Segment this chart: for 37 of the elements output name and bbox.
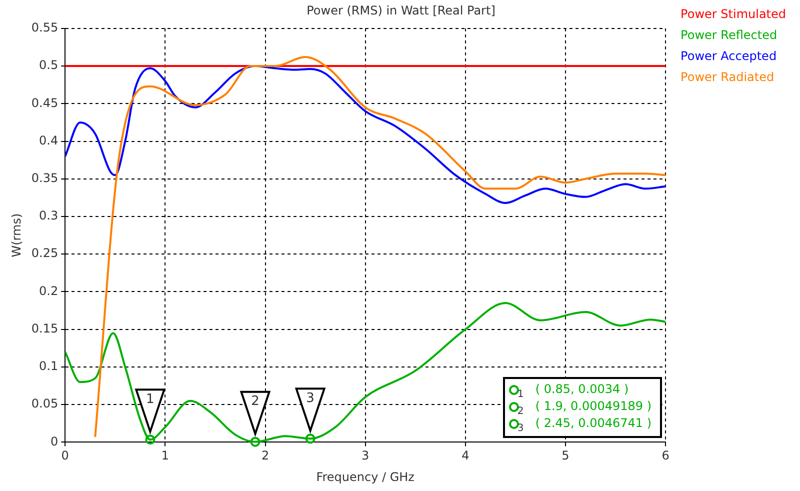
text: 1	[517, 389, 524, 400]
chart-title: Power (RMS) in Watt [Real Part]	[306, 3, 496, 18]
text: Power Radiated	[680, 70, 774, 84]
y-tick-label: 0.1	[39, 359, 58, 374]
text: Power Reflected	[680, 28, 778, 42]
annotation: 3	[306, 391, 314, 406]
annotation: ( 2.45, 0.0046741 )	[535, 416, 652, 430]
text: 2	[517, 406, 524, 418]
text: 3	[517, 423, 524, 434]
x-tick-label: 2	[261, 448, 270, 463]
annotation: 1	[146, 392, 154, 408]
x-tick-label: 1	[161, 448, 170, 463]
text: Power Stimulated	[680, 7, 786, 22]
x-axis-title: Frequency / GHz	[316, 470, 414, 484]
x-tick-label: 5	[562, 448, 570, 463]
y-tick-label: 0.2	[39, 284, 58, 298]
y-tick-label: 0.55	[31, 20, 58, 35]
y-tick-label: 0.4	[39, 133, 58, 148]
line-series	[94, 56, 666, 438]
y-tick-label: 0.3	[39, 208, 58, 223]
y-tick-label: 0.45	[31, 96, 58, 110]
y-tick-label: 0.15	[31, 321, 58, 336]
annotation: ( 0.85, 0.0034 )	[535, 382, 629, 396]
y-tick-label: 0.5	[39, 58, 58, 72]
x-tick-label: 3	[362, 448, 370, 463]
x-tick-label: 6	[662, 448, 670, 463]
x-tick-label: 4	[462, 448, 470, 463]
y-axis-title: W(rms)	[9, 213, 24, 258]
text: Power Accepted	[680, 49, 777, 64]
line-series	[65, 65, 666, 204]
y-tick-label: 0	[50, 434, 58, 448]
annotation: ( 1.9, 0.00049189 )	[535, 399, 652, 414]
x-tick-label: 0	[61, 448, 69, 463]
y-tick-label: 0.05	[31, 396, 58, 411]
y-tick-label: 0.25	[31, 246, 58, 260]
annotation: 2	[251, 394, 260, 410]
y-tick-label: 0.35	[31, 171, 58, 185]
